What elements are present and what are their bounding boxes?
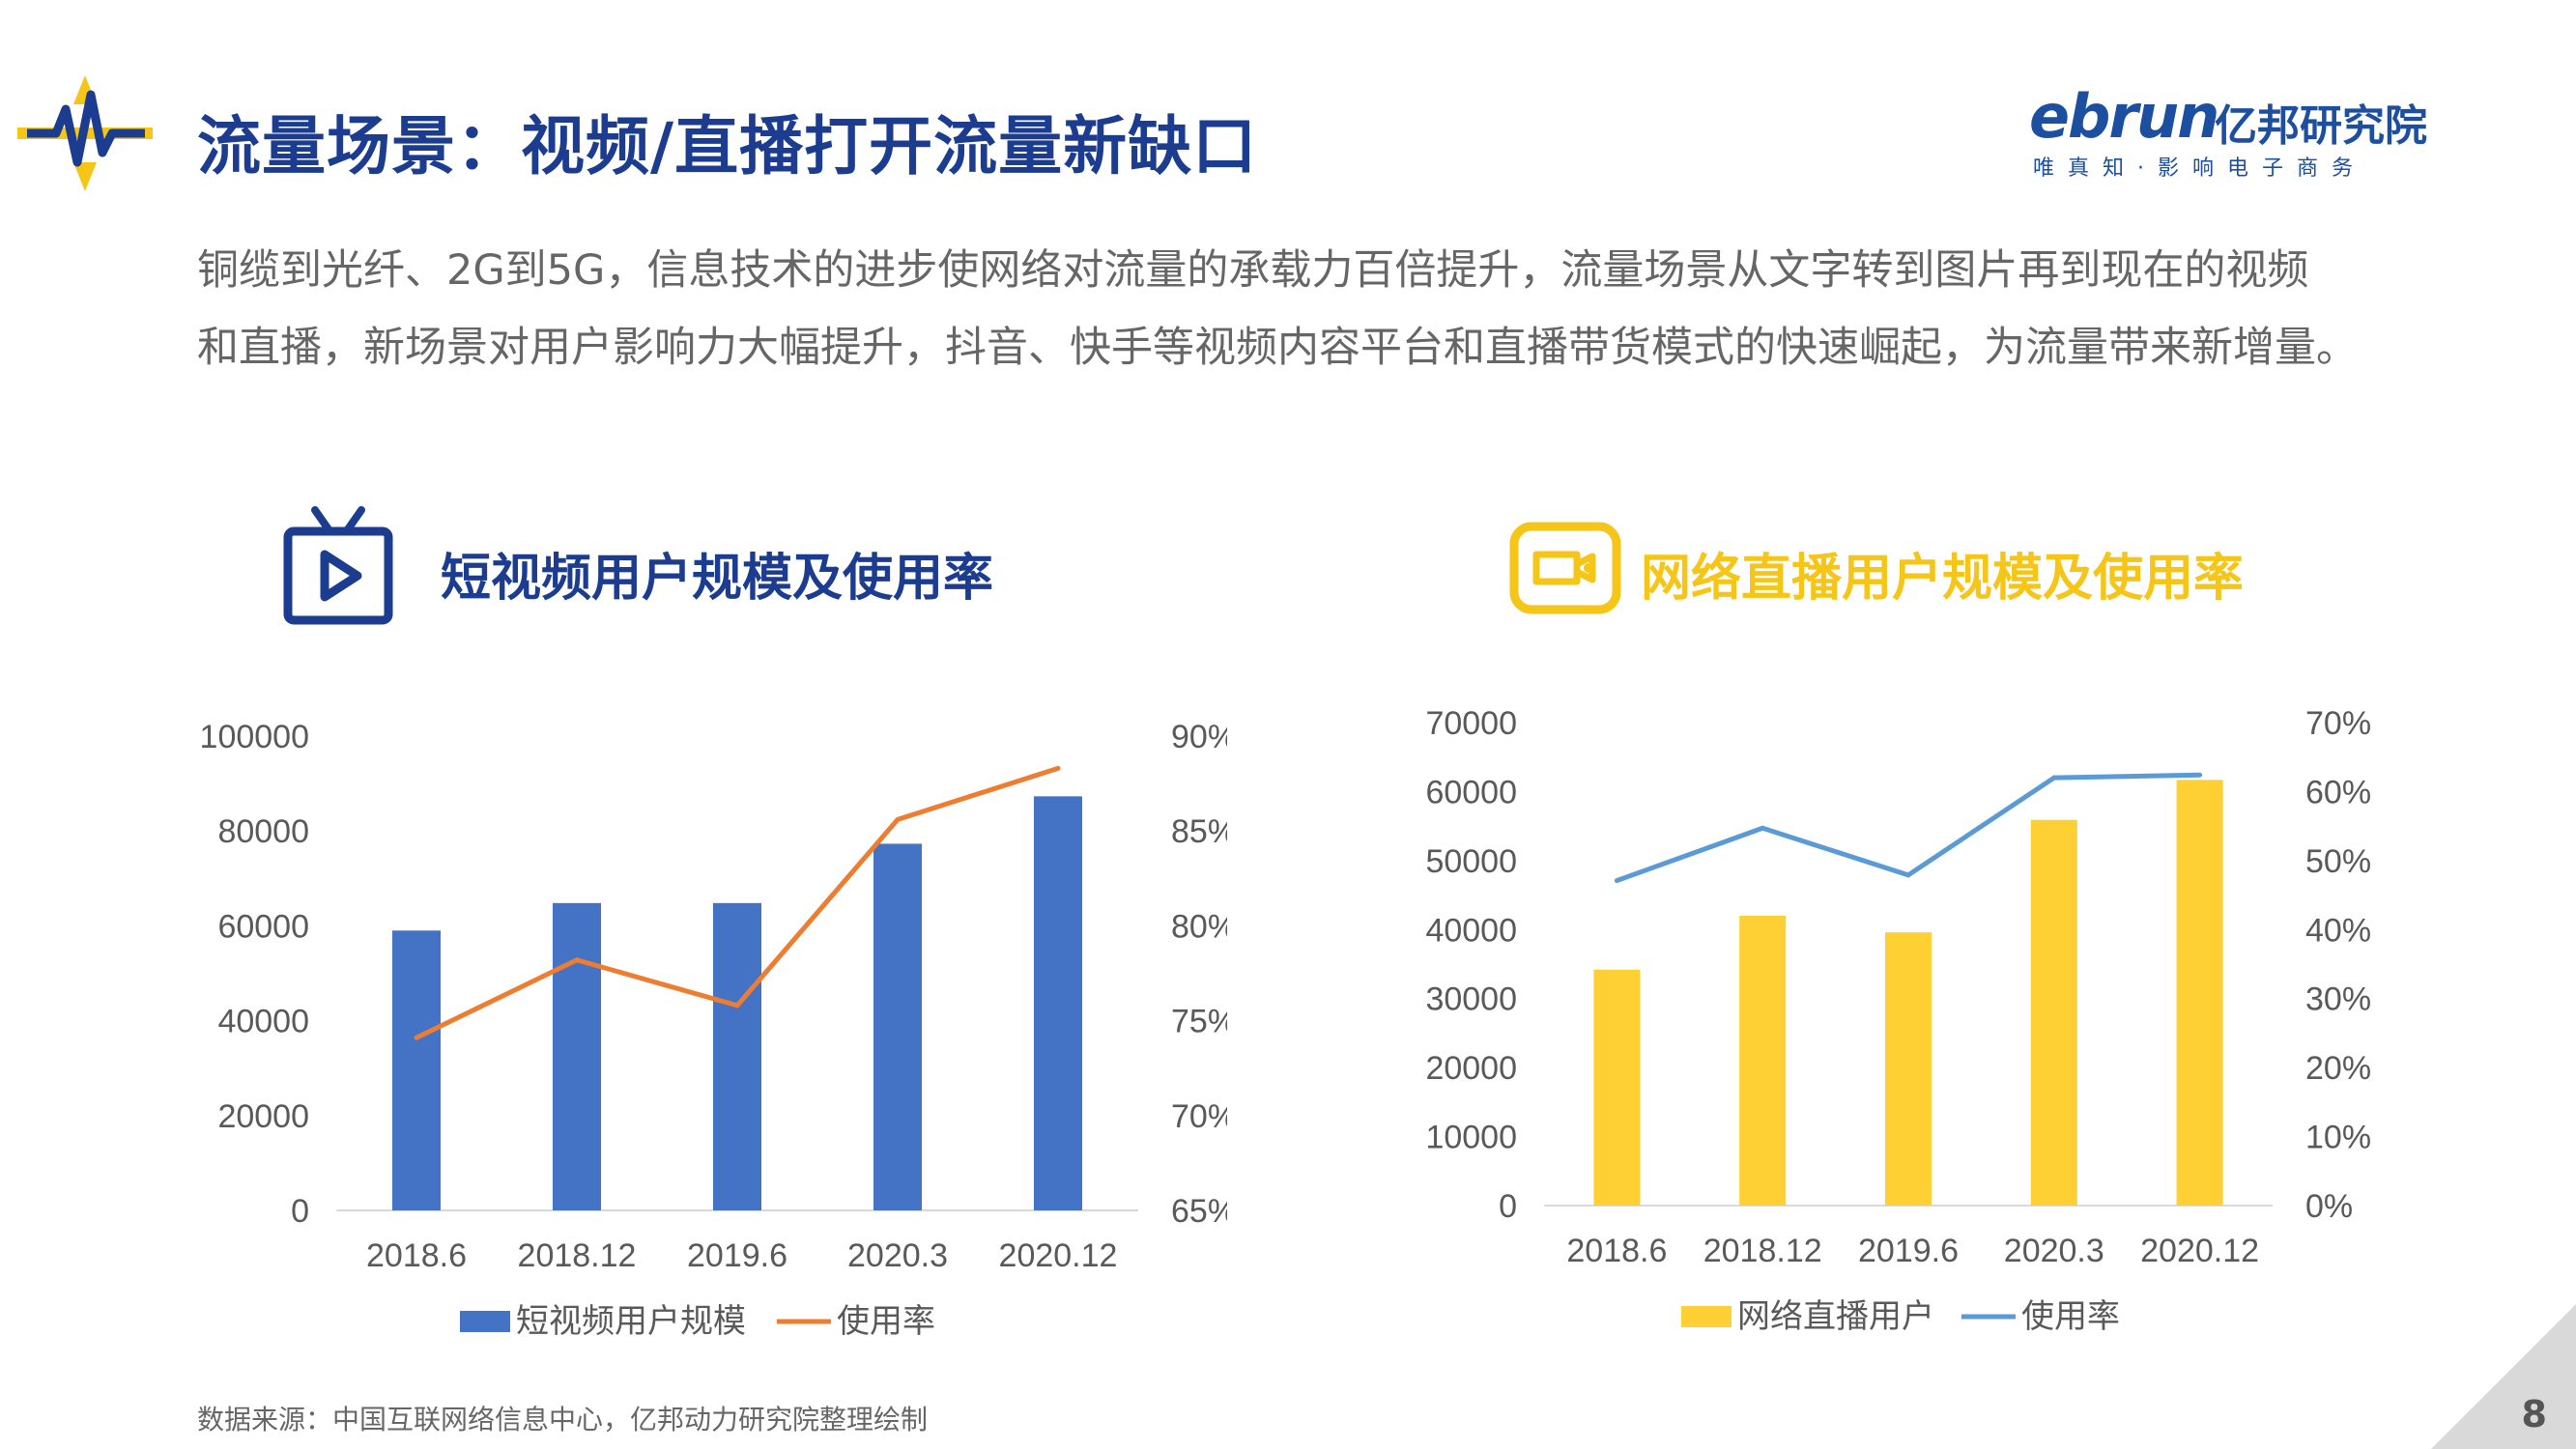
rate-line xyxy=(1616,772,2200,883)
x-tick-label: 2019.6 xyxy=(687,1237,787,1274)
y-tick-left: 100000 xyxy=(200,719,309,755)
line-point xyxy=(1055,765,1061,771)
y-tick-left: 60000 xyxy=(217,908,309,945)
x-tick-label: 2018.6 xyxy=(1566,1233,1667,1269)
y-tick-left: 70000 xyxy=(1425,705,1517,742)
y-tick-left: 10000 xyxy=(1425,1120,1517,1156)
page-corner-decoration xyxy=(2431,1304,2576,1449)
legend-swatch-bar xyxy=(1681,1306,1732,1327)
x-tick-label: 2018.12 xyxy=(1703,1233,1822,1269)
y-tick-right: 65% xyxy=(1171,1193,1227,1230)
live-stream-chart: 70000 60000 50000 40000 30000 20000 10000 0 70% 6… xyxy=(1425,705,2371,1336)
short-video-chart: 100000 80000 60000 40000 20000 0 90% 85% 80% 75% 7… xyxy=(200,719,1227,1341)
description-line: 铜缆到光纤、2G到5G，信息技术的进步使网络对流量的承载力百倍提升，流量场景从文… xyxy=(197,246,2309,295)
brand-wordmark: ebrun xyxy=(2029,81,2219,152)
y-tick-left: 40000 xyxy=(1425,912,1517,949)
y-tick-left: 0 xyxy=(291,1193,309,1230)
bar xyxy=(2176,780,2223,1206)
description: 铜缆到光纤、2G到5G，信息技术的进步使网络对流量的承载力百倍提升，流量场景从文… xyxy=(197,232,2448,386)
y-tick-left: 40000 xyxy=(217,1004,309,1040)
y-tick-left: 20000 xyxy=(217,1098,309,1135)
description-line: 和直播，新场景对用户影响力大幅提升，抖音、快手等视频内容平台和直播带货模式的快速… xyxy=(197,324,2358,372)
chart-title-live-stream: 网络直播用户规模及使用率 xyxy=(1641,550,2245,608)
page-number: 8 xyxy=(2521,1393,2547,1435)
x-tick-label: 2020.12 xyxy=(999,1237,1118,1274)
y-tick-right: 40% xyxy=(2305,912,2371,949)
x-tick-label: 2018.12 xyxy=(518,1237,637,1274)
y-tick-right: 50% xyxy=(2305,843,2371,880)
y-tick-left: 30000 xyxy=(1425,981,1517,1018)
y-tick-left: 0 xyxy=(1499,1188,1517,1225)
line-point xyxy=(2051,775,2057,781)
legend-label-bar: 短视频用户规模 xyxy=(516,1302,746,1341)
bar xyxy=(1034,796,1082,1210)
x-tick-label: 2020.12 xyxy=(2140,1233,2259,1269)
video-camera-icon xyxy=(1509,522,1621,614)
y-tick-right: 10% xyxy=(2305,1120,2371,1156)
page-title: 流量场景：视频/直播打开流量新缺口 xyxy=(197,109,1258,184)
pulse-logo-icon xyxy=(17,75,153,191)
brand-logo: ebrun 亿邦研究院 唯真知·影响电子商务 xyxy=(2029,81,2435,187)
bar xyxy=(1593,969,1641,1206)
x-tick-label: 2018.6 xyxy=(366,1237,467,1274)
x-tick-label: 2020.3 xyxy=(2004,1233,2104,1269)
y-tick-right: 85% xyxy=(1171,813,1227,850)
y-tick-left: 20000 xyxy=(1425,1050,1517,1087)
y-tick-left: 60000 xyxy=(1425,774,1517,810)
y-tick-right: 75% xyxy=(1171,1004,1227,1040)
y-tick-right: 90% xyxy=(1171,719,1227,755)
y-tick-left: 50000 xyxy=(1425,843,1517,880)
data-source-note: 数据来源：中国互联网络信息中心，亿邦动力研究院整理绘制 xyxy=(197,1404,929,1435)
y-tick-right: 60% xyxy=(2305,774,2371,810)
y-tick-right: 80% xyxy=(1171,908,1227,945)
line-point xyxy=(2197,772,2203,778)
line-point xyxy=(1614,878,1619,884)
x-tick-label: 2020.3 xyxy=(847,1237,948,1274)
y-tick-right: 0% xyxy=(2305,1188,2353,1225)
brand-slogan: 唯真知·影响电子商务 xyxy=(2033,156,2366,181)
brand-chinese-name: 亿邦研究院 xyxy=(2215,101,2427,151)
y-tick-left: 80000 xyxy=(217,813,309,850)
line-point xyxy=(895,816,901,822)
y-tick-right: 70% xyxy=(2305,705,2371,742)
legend-label-line: 使用率 xyxy=(2021,1297,2120,1336)
line-point xyxy=(574,957,580,963)
x-tick-label: 2019.6 xyxy=(1858,1233,1959,1269)
tv-play-icon xyxy=(283,506,393,625)
legend-label-line: 使用率 xyxy=(837,1302,935,1341)
bar xyxy=(713,902,761,1210)
bar xyxy=(1739,916,1787,1206)
bar xyxy=(553,902,601,1210)
line-point xyxy=(734,1003,740,1009)
chart-title-short-video: 短视频用户规模及使用率 xyxy=(441,550,994,608)
line-point xyxy=(414,1035,419,1040)
y-tick-right: 30% xyxy=(2305,981,2371,1018)
bar xyxy=(2030,819,2077,1206)
line-point xyxy=(1760,825,1765,831)
y-tick-right: 70% xyxy=(1171,1098,1227,1135)
bar xyxy=(1885,932,1932,1206)
y-tick-right: 20% xyxy=(2305,1050,2371,1087)
legend-swatch-bar xyxy=(460,1311,510,1332)
bar xyxy=(873,843,922,1210)
line-point xyxy=(1905,872,1911,878)
legend-label-bar: 网络直播用户 xyxy=(1737,1297,1934,1336)
bar xyxy=(392,930,441,1210)
